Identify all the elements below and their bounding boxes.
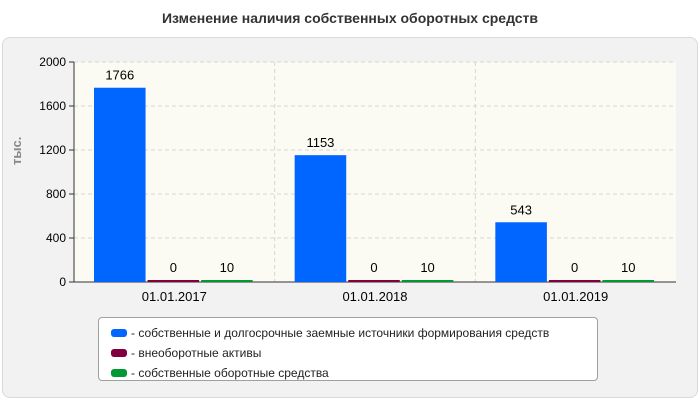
bar xyxy=(548,280,601,282)
legend-label: - внеоборотные активы xyxy=(131,346,262,360)
bar xyxy=(602,280,654,282)
data-label: 10 xyxy=(621,260,635,275)
x-tick-label: 01.01.2018 xyxy=(342,289,407,304)
bar xyxy=(401,280,454,282)
plot-area xyxy=(74,62,676,282)
data-label: 0 xyxy=(370,260,377,275)
data-label: 1153 xyxy=(306,135,334,150)
legend-item: - внеоборотные активы xyxy=(111,343,597,363)
bar xyxy=(94,87,146,283)
data-label: 10 xyxy=(220,260,234,275)
legend-item: - собственные и долгосрочные заемные ист… xyxy=(111,323,597,343)
bar xyxy=(495,222,547,282)
y-tick-label: 1600 xyxy=(39,99,66,113)
x-tick-label: 01.01.2017 xyxy=(142,289,207,304)
bar xyxy=(147,280,200,282)
legend-label: - собственные и долгосрочные заемные ист… xyxy=(131,326,550,340)
y-tick-label: 1200 xyxy=(39,143,66,157)
y-tick-label: 400 xyxy=(46,231,66,245)
bar xyxy=(201,280,253,282)
data-label: 0 xyxy=(170,260,177,275)
chart-legend: - собственные и долгосрочные заемные ист… xyxy=(98,317,598,381)
data-label: 1766 xyxy=(105,68,134,83)
bar xyxy=(348,280,400,282)
bar xyxy=(294,155,347,282)
y-tick-label: 0 xyxy=(59,275,66,289)
x-tick-label: 01.01.2019 xyxy=(543,289,608,304)
legend-swatch xyxy=(111,369,127,377)
y-axis-label: тыс. xyxy=(9,136,24,165)
y-tick-label: 2000 xyxy=(39,55,66,69)
data-label: 10 xyxy=(420,260,434,275)
legend-item: - собственные оборотные средства xyxy=(111,363,597,383)
legend-swatch xyxy=(111,329,127,337)
chart-title: Изменение наличия собственных оборотных … xyxy=(161,10,539,26)
legend-swatch xyxy=(111,349,127,357)
y-tick-label: 800 xyxy=(46,187,66,201)
data-label: 543 xyxy=(510,202,532,217)
legend-label: - собственные оборотные средства xyxy=(131,366,329,380)
data-label: 0 xyxy=(571,260,578,275)
